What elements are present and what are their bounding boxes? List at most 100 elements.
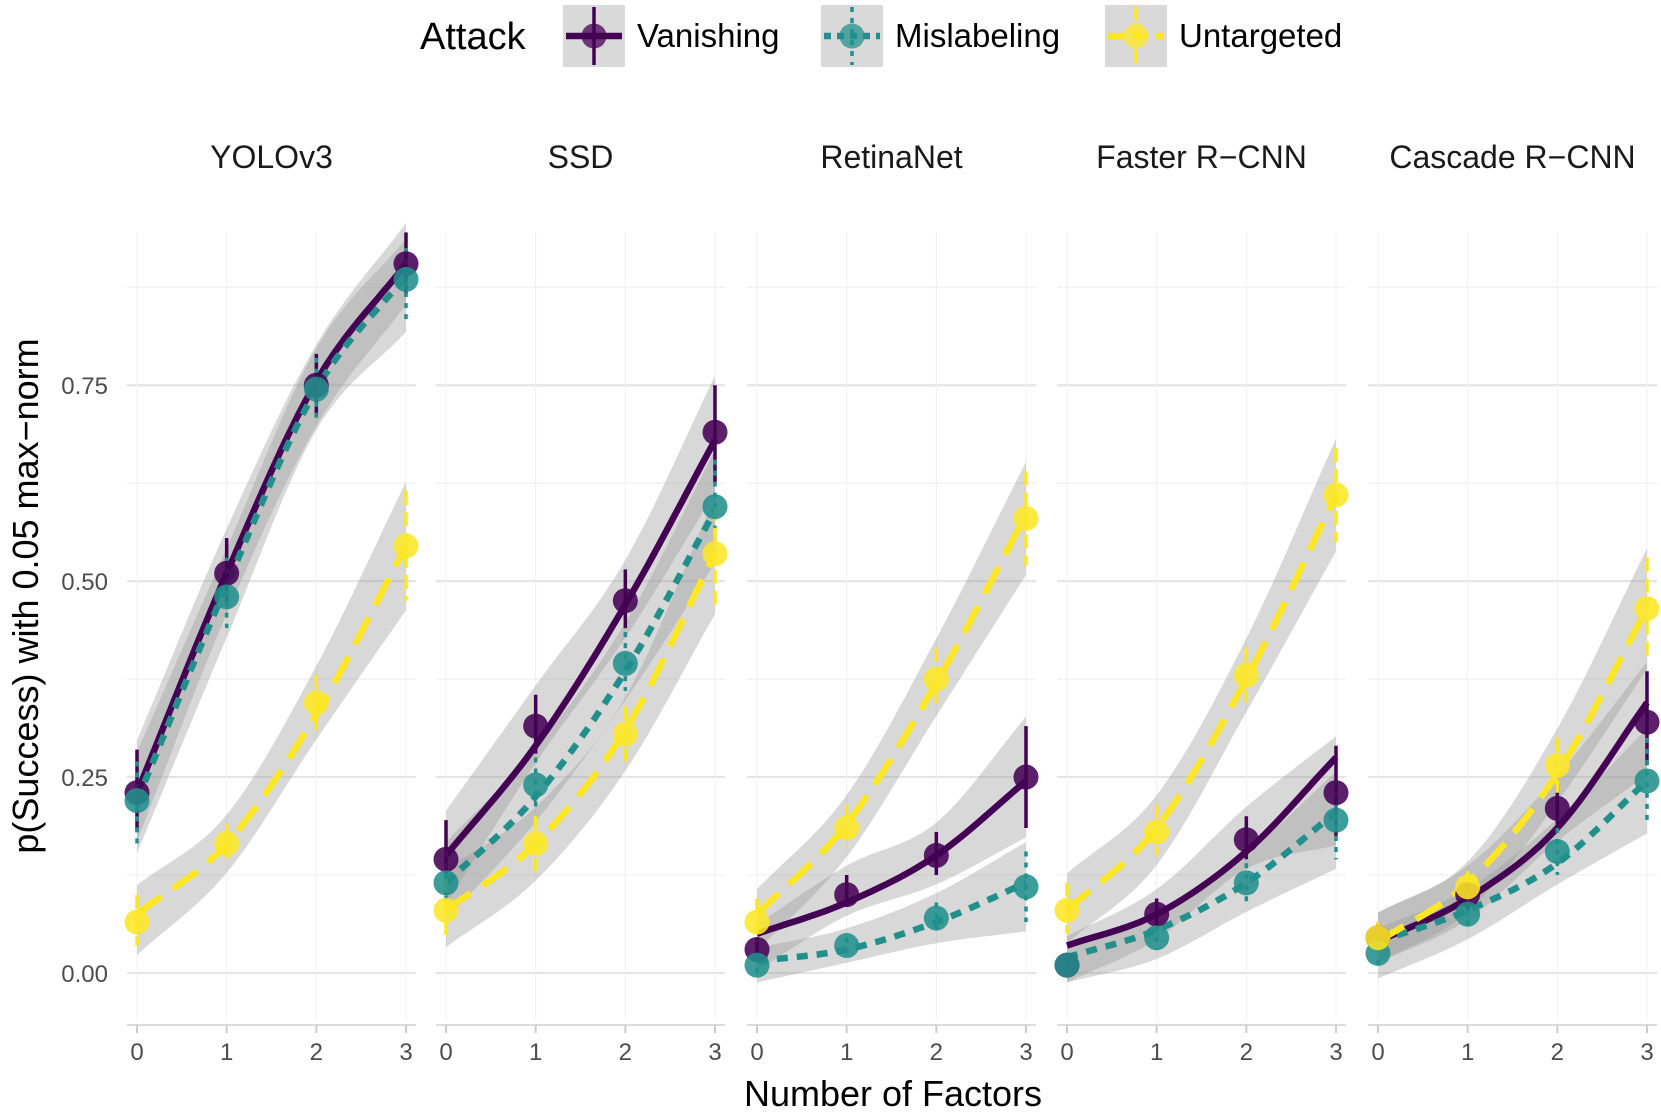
x-tick-label: 2	[930, 1039, 943, 1066]
panel-title: RetinaNet	[820, 139, 962, 175]
x-axis-title: Number of Factors	[744, 1073, 1042, 1113]
data-point-untargeted	[214, 831, 240, 857]
y-tick-label: 0.25	[61, 765, 108, 792]
data-point-untargeted	[433, 897, 459, 923]
data-point-untargeted	[1544, 752, 1570, 778]
data-point-mislabeling	[303, 376, 329, 402]
panel-title: Cascade R−CNN	[1389, 139, 1635, 175]
confidence-band-untargeted	[1067, 438, 1336, 944]
fit-line-mislabeling	[756, 879, 1028, 965]
data-point-vanishing	[1323, 780, 1349, 806]
data-point-mislabeling	[393, 266, 419, 292]
data-point-untargeted	[393, 533, 419, 559]
x-tick-label: 1	[840, 1039, 853, 1066]
data-point-untargeted	[523, 831, 549, 857]
data-point-vanishing	[1013, 764, 1039, 790]
data-point-vanishing	[612, 588, 638, 614]
fit-line-untargeted	[135, 544, 409, 917]
x-tick-label: 1	[1461, 1039, 1474, 1066]
axes: p(Success) with 0.05 max−norm 0.00 0.25 0.5…	[5, 338, 1042, 1114]
confidence-band-mislabeling	[1378, 728, 1647, 979]
data-point-untargeted	[1365, 925, 1391, 951]
fit-line-vanishing	[755, 778, 1029, 937]
data-point-vanishing	[523, 713, 549, 739]
fit-line-mislabeling	[1066, 809, 1339, 961]
legend-key: Mislabeling	[821, 5, 1060, 67]
data-point-untargeted	[1054, 897, 1080, 923]
data-point-vanishing	[1634, 709, 1660, 735]
confidence-band-vanishing	[137, 223, 406, 842]
panel-title: YOLOv3	[210, 139, 333, 175]
legend-label: Mislabeling	[895, 17, 1060, 54]
confidence-band-untargeted	[137, 481, 406, 955]
legend: Attack Vanishing Mislabeling Untargeted	[420, 5, 1342, 67]
fit-line-vanishing	[1065, 755, 1339, 949]
x-tick-label: 3	[399, 1039, 412, 1066]
data-point-vanishing	[1233, 827, 1259, 853]
legend-title: Attack	[420, 16, 527, 58]
data-point-mislabeling	[612, 650, 638, 676]
confidence-band-mislabeling	[1067, 771, 1336, 983]
confidence-band-untargeted	[757, 462, 1026, 951]
data-point-mislabeling	[1013, 874, 1039, 900]
data-point-untargeted	[612, 721, 638, 747]
data-point-mislabeling	[744, 952, 770, 978]
x-tick-label: 2	[1240, 1039, 1253, 1066]
data-point-mislabeling	[523, 772, 549, 798]
fit-line-mislabeling	[1376, 778, 1650, 945]
data-point-mislabeling	[124, 788, 150, 814]
data-point-untargeted	[1634, 596, 1660, 622]
confidence-band-mislabeling	[137, 238, 406, 854]
x-tick-label: 1	[529, 1039, 542, 1066]
legend-key-point	[1123, 23, 1149, 49]
confidence-band-untargeted	[446, 497, 715, 948]
data-point-vanishing	[1144, 901, 1170, 927]
data-point-mislabeling	[433, 870, 459, 896]
panel: Faster R−CNN 0 1 2 3	[1054, 139, 1349, 1066]
y-tick-label: 0.75	[61, 373, 108, 400]
panel: RetinaNet 0 1 2 3	[744, 139, 1039, 1066]
legend-key: Vanishing	[563, 5, 780, 67]
x-tick-label: 0	[1371, 1039, 1384, 1066]
data-point-mislabeling	[1233, 870, 1259, 896]
panel-title: Faster R−CNN	[1096, 139, 1307, 175]
fit-line-vanishing	[133, 261, 409, 794]
fit-line-vanishing	[1376, 700, 1650, 945]
data-point-vanishing	[214, 560, 240, 586]
fit-line-vanishing	[443, 438, 718, 858]
data-point-untargeted	[923, 666, 949, 692]
legend-key: Untargeted	[1105, 5, 1342, 67]
panel: YOLOv3 0 1 2 3	[124, 139, 419, 1066]
data-point-untargeted	[1144, 819, 1170, 845]
x-tick-label: 3	[1329, 1039, 1342, 1066]
x-tick-label: 2	[310, 1039, 323, 1066]
legend-key-point	[839, 23, 865, 49]
fit-line-untargeted	[754, 512, 1029, 917]
y-tick-label: 0.50	[61, 569, 108, 596]
data-point-vanishing	[702, 419, 728, 445]
data-point-mislabeling	[1544, 839, 1570, 865]
x-tick-label: 2	[1551, 1039, 1564, 1066]
x-tick-label: 0	[1060, 1039, 1073, 1066]
confidence-band-untargeted	[1378, 548, 1647, 963]
fit-line-untargeted	[1376, 607, 1650, 945]
data-point-untargeted	[1013, 505, 1039, 531]
data-point-vanishing	[834, 882, 860, 908]
fit-line-untargeted	[1064, 493, 1339, 913]
data-point-mislabeling	[1634, 768, 1660, 794]
data-point-untargeted	[744, 909, 770, 935]
data-point-mislabeling	[834, 933, 860, 959]
data-point-mislabeling	[1323, 807, 1349, 833]
confidence-band-mislabeling	[446, 450, 715, 920]
panel-title: SSD	[548, 139, 614, 175]
x-tick-label: 0	[439, 1039, 452, 1066]
y-tick-label: 0.00	[61, 961, 108, 988]
data-point-mislabeling	[1144, 925, 1170, 951]
data-point-untargeted	[1455, 874, 1481, 900]
x-tick-label: 2	[619, 1039, 632, 1066]
data-point-untargeted	[834, 815, 860, 841]
legend-label: Vanishing	[637, 17, 780, 54]
